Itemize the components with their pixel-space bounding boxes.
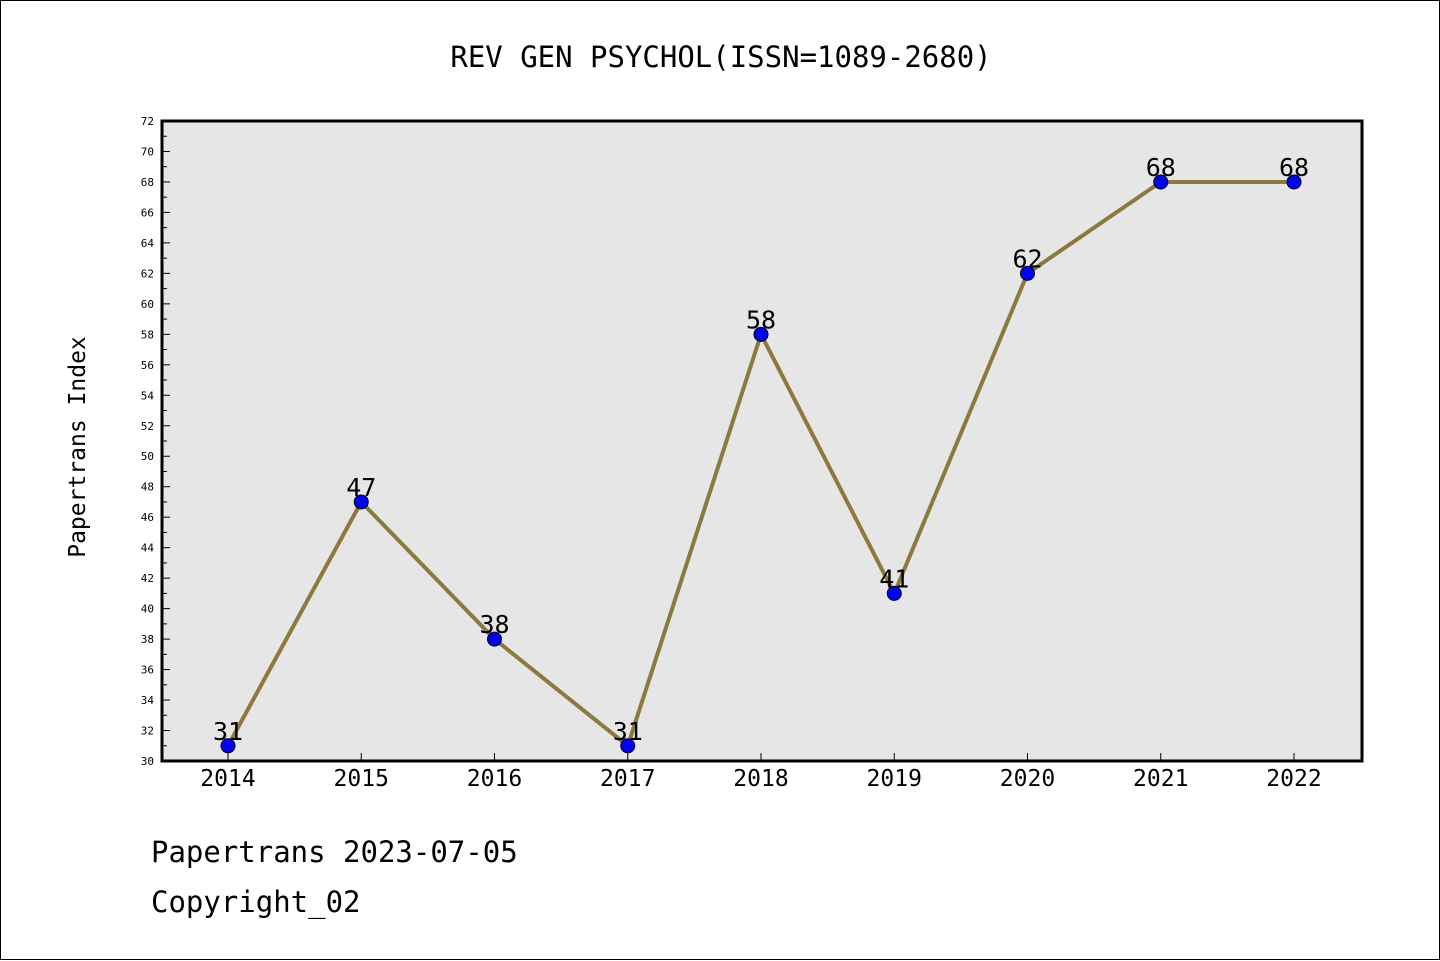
data-series: 31 47 38 31 58 41 62 68 68 <box>213 153 1309 754</box>
x-tick-label: 2014 <box>200 766 255 792</box>
x-tick-label: 2018 <box>733 766 788 792</box>
data-label: 62 <box>1012 244 1042 273</box>
x-axis-ticks: 2014 2015 2016 2017 2018 2019 2020 2021 2022 <box>200 753 1322 792</box>
x-tick-label: 2016 <box>467 766 522 792</box>
y-tick-label: 54 <box>141 389 155 402</box>
footer-date-text: Papertrans 2023-07-05 <box>151 835 518 869</box>
chart-title: REV GEN PSYCHOL(ISSN=1089-2680) <box>450 40 991 74</box>
x-tick-label: 2020 <box>1000 766 1055 792</box>
y-tick-label: 68 <box>141 176 154 189</box>
y-tick-label: 70 <box>141 145 154 158</box>
x-tick-label: 2021 <box>1133 766 1188 792</box>
data-label: 41 <box>879 564 909 593</box>
data-label: 58 <box>746 305 776 334</box>
x-tick-label: 2017 <box>600 766 655 792</box>
data-point-marker <box>220 738 236 754</box>
y-tick-label: 72 <box>141 115 154 128</box>
footer-copyright-text: Copyright_02 <box>151 885 361 919</box>
data-point-marker <box>487 631 502 647</box>
y-tick-label: 30 <box>141 755 154 768</box>
y-tick-label: 40 <box>141 603 154 616</box>
y-axis-label: Papertrans Index <box>65 336 91 558</box>
y-tick-label: 64 <box>141 237 155 250</box>
y-tick-label: 46 <box>141 511 154 524</box>
plot-area <box>162 121 1362 761</box>
data-point-marker <box>1286 174 1302 190</box>
y-tick-label: 42 <box>141 572 154 585</box>
y-tick-label: 58 <box>141 328 154 341</box>
y-tick-label: 52 <box>141 420 154 433</box>
data-label: 38 <box>479 610 509 639</box>
y-tick-label: 56 <box>141 359 154 372</box>
y-axis-ticks: 30 32 34 36 38 40 42 44 46 48 50 52 54 56 58 60 62 64 66 68… <box>141 115 170 768</box>
x-tick-label: 2015 <box>334 766 389 792</box>
data-label: 47 <box>346 473 376 502</box>
data-point-marker <box>1020 265 1035 281</box>
y-tick-label: 66 <box>141 206 154 219</box>
x-tick-label: 2019 <box>867 766 922 792</box>
y-tick-label: 32 <box>141 725 154 738</box>
y-tick-label: 36 <box>141 664 154 677</box>
x-tick-label: 2022 <box>1266 766 1321 792</box>
y-tick-label: 34 <box>141 694 155 707</box>
plot-border <box>160 119 1364 763</box>
data-point-marker <box>753 326 769 342</box>
data-point-marker <box>353 494 369 510</box>
y-tick-label: 60 <box>141 298 154 311</box>
y-tick-label: 62 <box>141 267 154 280</box>
y-tick-label: 38 <box>141 633 154 646</box>
data-label: 68 <box>1279 153 1309 182</box>
y-tick-label: 50 <box>141 450 154 463</box>
data-point-marker <box>620 738 636 754</box>
data-label: 68 <box>1146 153 1176 182</box>
data-point-marker <box>1153 174 1169 190</box>
data-label: 31 <box>613 717 643 746</box>
data-point-marker <box>886 585 902 601</box>
y-tick-label: 44 <box>141 542 155 555</box>
y-tick-label: 48 <box>141 481 154 494</box>
data-label: 31 <box>213 717 243 746</box>
